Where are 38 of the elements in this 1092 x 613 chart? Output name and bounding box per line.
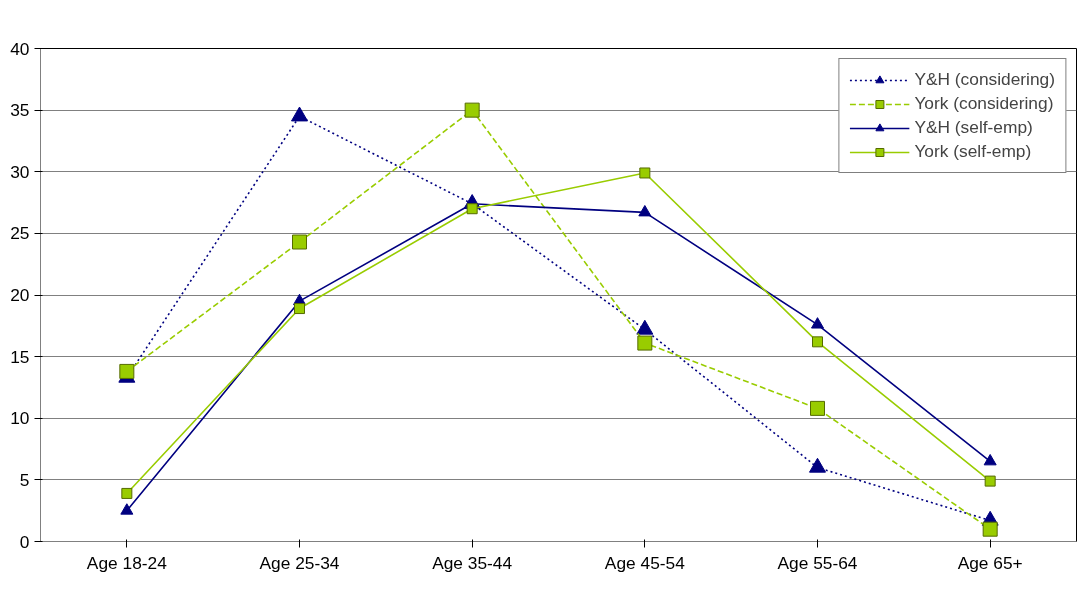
point [812,336,823,348]
x-tick-label: Age 45-54 [604,552,686,573]
point [120,503,134,515]
point [984,475,996,487]
point [636,319,654,335]
point [121,487,133,499]
point [811,317,824,329]
point [464,102,480,118]
legend-label: York (self-emp) [914,141,1032,162]
x-tick-label: Age 35-44 [432,552,513,573]
y-tick-label: 10 [10,408,30,429]
point [983,453,997,466]
y-tick-label: 5 [19,469,30,490]
y-tick-label: 30 [10,161,30,182]
legend-label: Y&H (considering) [914,69,1055,90]
point [466,203,478,215]
x-tick-label: Age 55-64 [777,552,858,573]
y-tick-label: 0 [19,531,30,552]
y-tick-label: 40 [10,38,30,59]
point [982,521,998,537]
point [292,234,307,250]
y-tick-label: 15 [10,346,30,367]
point [291,106,308,122]
point [810,400,825,416]
point [637,335,653,351]
y-tick-label: 25 [10,223,30,244]
x-tick-label: Age 18-24 [86,552,168,573]
point [294,303,305,315]
x-tick-label: Age 65+ [957,552,1023,573]
point [809,457,826,473]
legend-label: York (considering) [914,93,1054,114]
x-tick-label: Age 25-34 [259,552,340,573]
point [638,204,652,217]
y-tick-label: 35 [10,100,30,121]
point [119,363,135,379]
y-tick-label: 20 [10,285,30,305]
point [639,167,651,179]
legend-label: Y&H (self-emp) [914,117,1033,138]
